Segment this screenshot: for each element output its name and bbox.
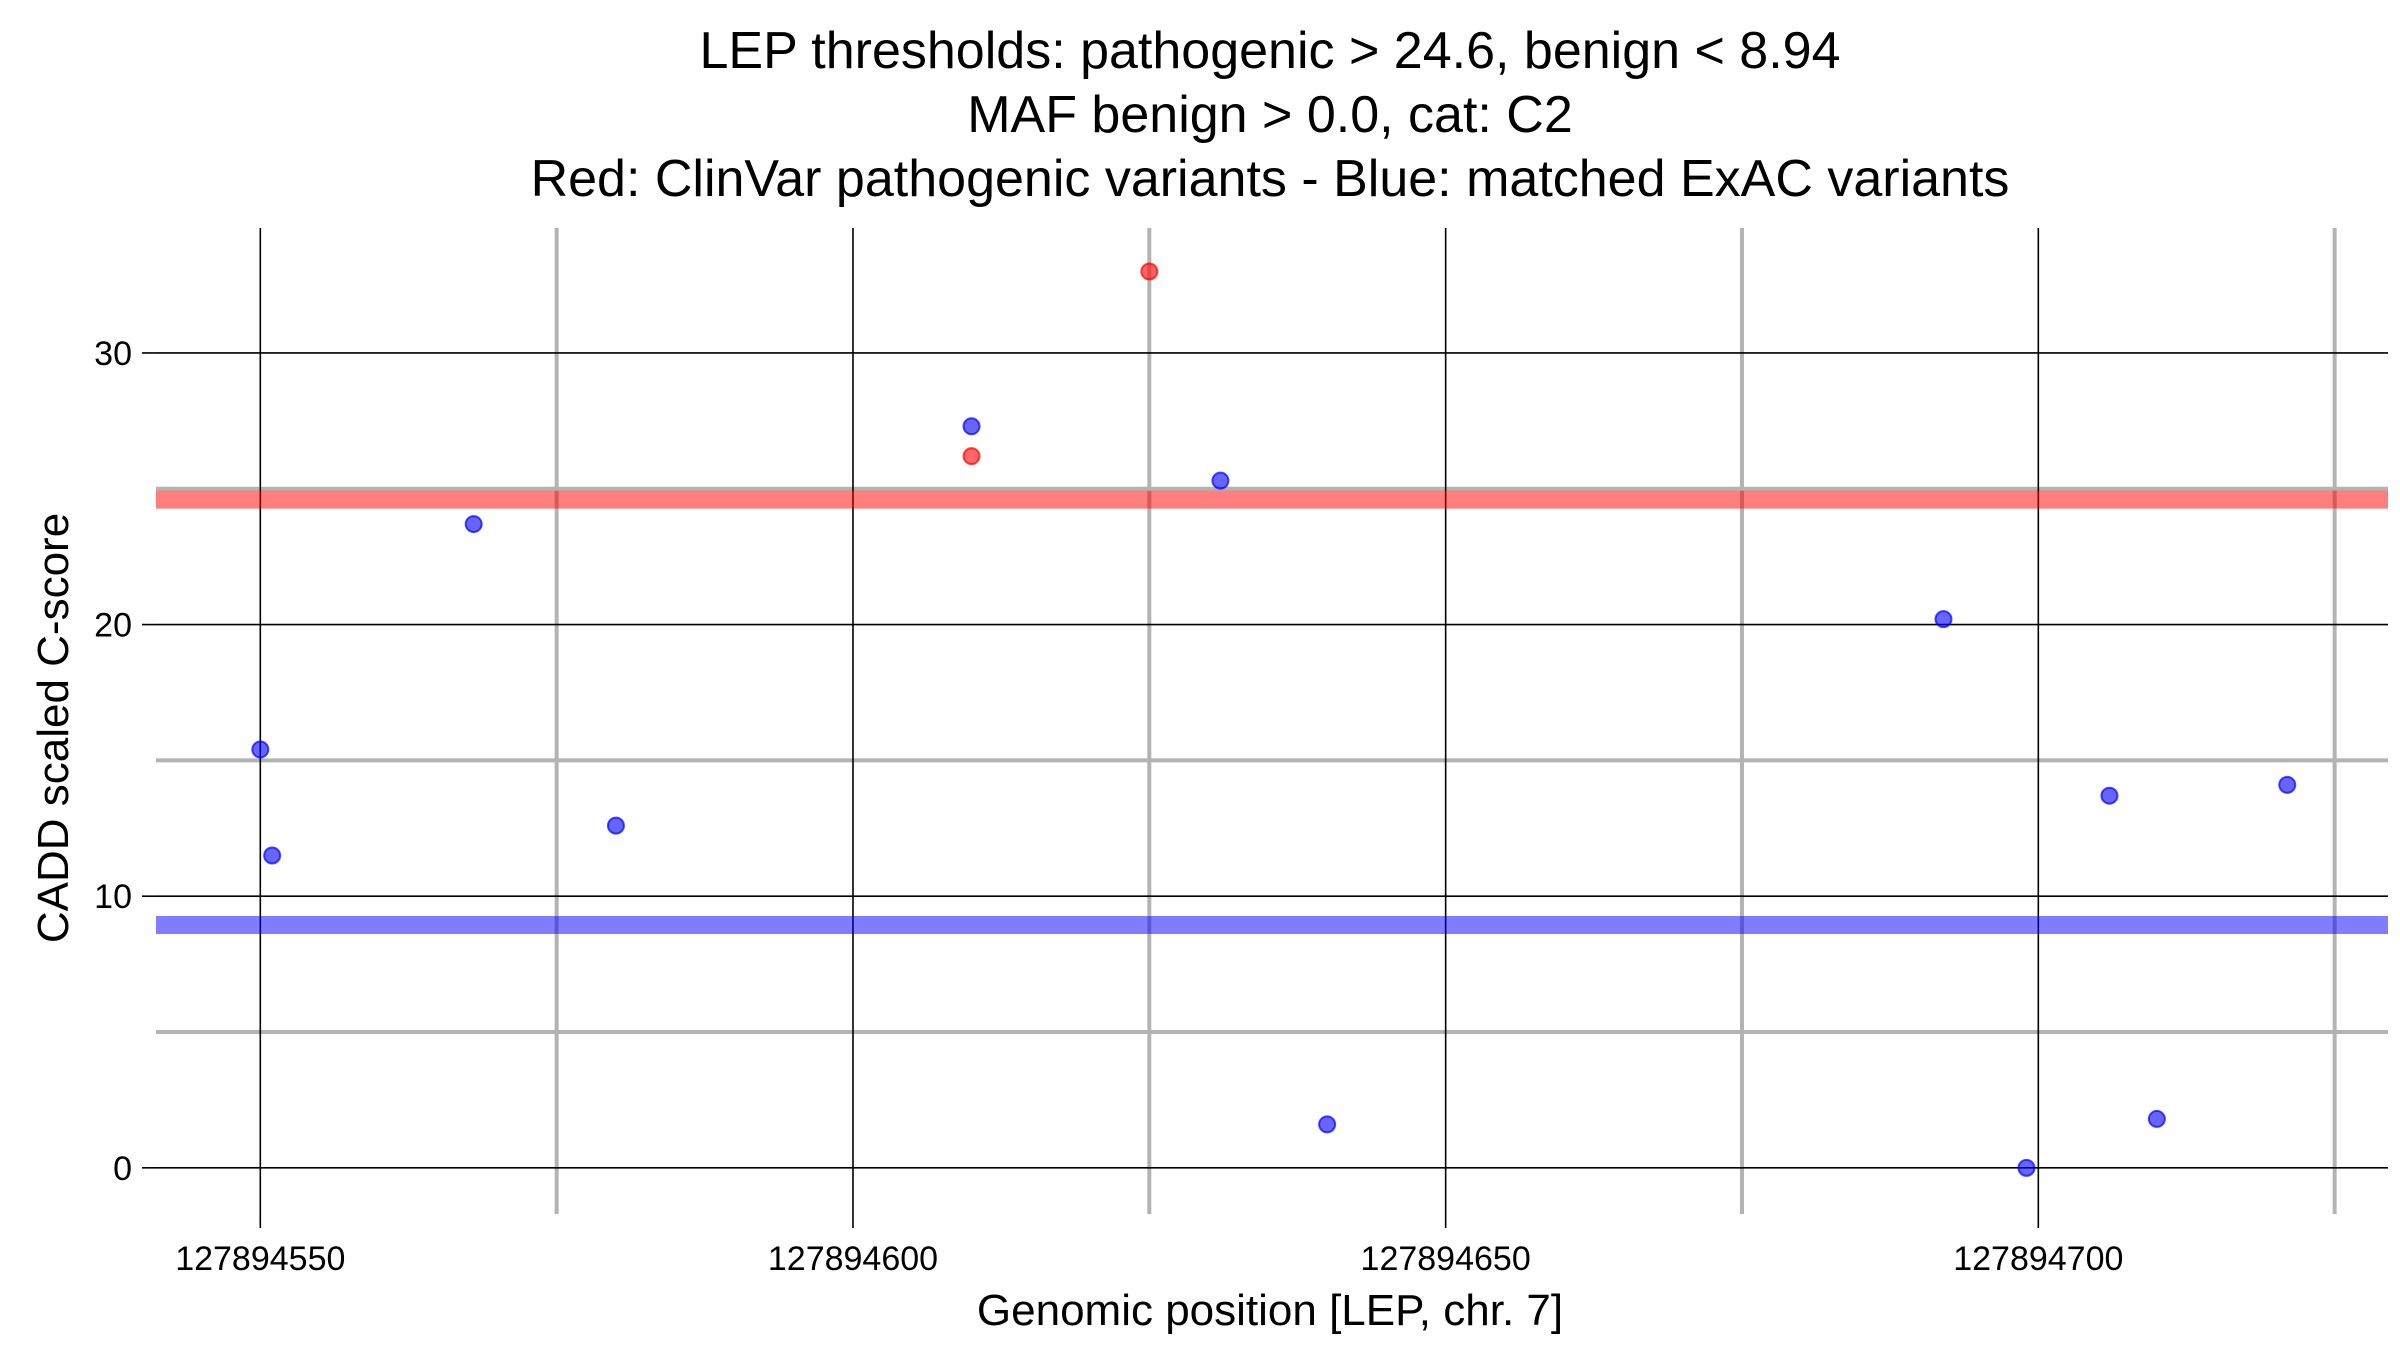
data-points: [251, 262, 2297, 1177]
y-tick-label-0: 0: [113, 1150, 132, 1188]
x-axis-title: Genomic position [LEP, chr. 7]: [977, 1286, 1563, 1335]
minor-grid: [156, 228, 2388, 1214]
title-line-1: LEP thresholds: pathogenic > 24.6, benig…: [699, 22, 1840, 80]
exac-point-0: [251, 740, 270, 759]
y-tick-label-3: 30: [94, 335, 132, 373]
exac-point-3: [606, 816, 625, 835]
axis-ticks: [142, 352, 2040, 1228]
clinvar-point-1: [1140, 262, 1159, 281]
exac-point-1: [263, 846, 282, 865]
clinvar-point-0: [962, 447, 981, 466]
y-axis-title: CADD scaled C-score: [29, 513, 78, 943]
exac-point-8: [2017, 1158, 2036, 1177]
exac-point-9: [2100, 786, 2119, 805]
exac-point-4: [962, 417, 981, 436]
title-line-2: MAF benign > 0.0, cat: C2: [967, 86, 1573, 144]
x-tick-label-3: 127894700: [1953, 1240, 2123, 1278]
x-tick-label-0: 127894550: [175, 1240, 345, 1278]
exac-point-2: [464, 515, 483, 534]
tick-labels: 127894550 127894600 127894650 127894700 0 10 2…: [94, 335, 2123, 1278]
y-tick-label-1: 10: [94, 878, 132, 916]
x-tick-label-1: 127894600: [768, 1240, 938, 1278]
exac-point-7: [1934, 610, 1953, 629]
threshold-lines: [156, 490, 2388, 934]
exac-point-6: [1318, 1115, 1337, 1134]
x-tick-label-2: 127894650: [1361, 1240, 1531, 1278]
exac-point-5: [1211, 471, 1230, 490]
exac-point-11: [2278, 775, 2297, 794]
exac-point-10: [2147, 1109, 2166, 1128]
chart-title: LEP thresholds: pathogenic > 24.6, benig…: [531, 22, 2010, 208]
y-tick-label-2: 20: [94, 607, 132, 645]
title-line-3: Red: ClinVar pathogenic variants - Blue:…: [531, 150, 2010, 208]
major-grid: [156, 228, 2388, 1214]
